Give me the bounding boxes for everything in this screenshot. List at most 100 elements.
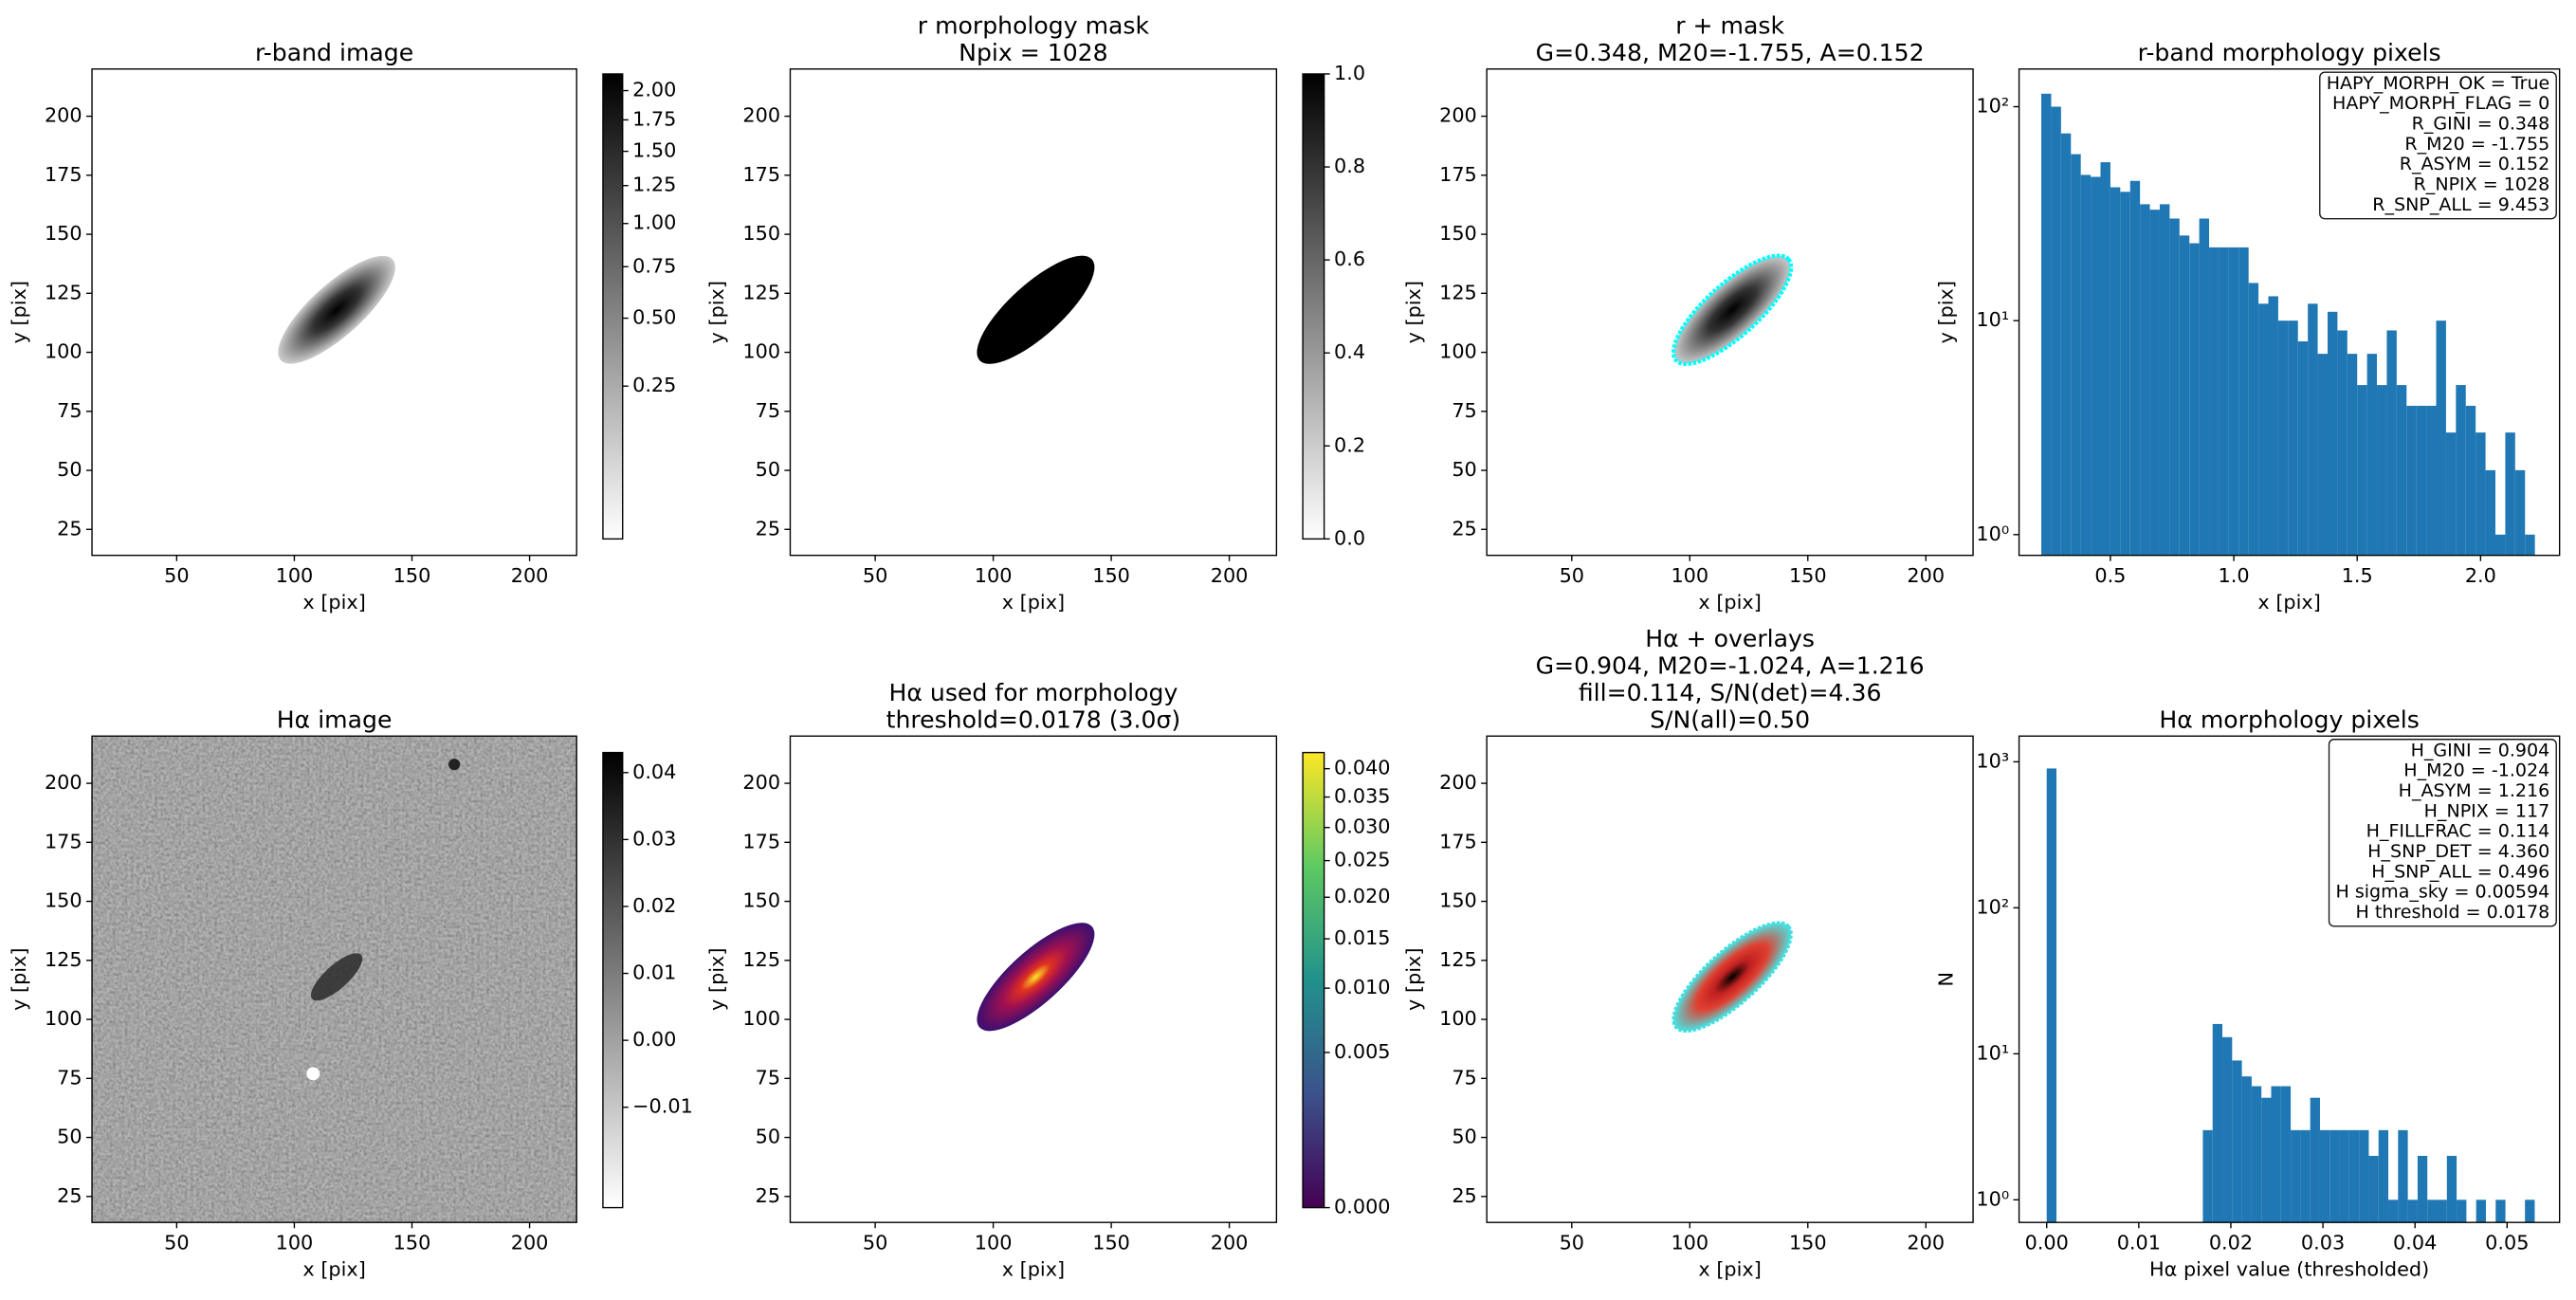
- annotation-line: HAPY_MORPH_OK = True: [2327, 73, 2550, 94]
- x-tick-label: 50: [863, 1232, 887, 1254]
- bar: [2140, 204, 2150, 556]
- y-tick-label: 200: [742, 771, 780, 794]
- x-axis-label: x [pix]: [1002, 1257, 1065, 1280]
- bar: [2436, 320, 2446, 556]
- annotation-line: R_SNP_ALL = 9.453: [2372, 194, 2549, 215]
- bar: [2446, 1155, 2457, 1223]
- x-tick-label: 150: [1789, 1232, 1827, 1254]
- bar: [2271, 1086, 2281, 1223]
- y-tick-label: 10⁰: [1976, 1187, 2009, 1210]
- bar: [2277, 320, 2289, 556]
- y-tick-label: 50: [1452, 1126, 1476, 1148]
- colorbar-tick-label: 0.00: [632, 1028, 676, 1051]
- y-tick-label: 200: [45, 104, 82, 127]
- bar: [2149, 210, 2160, 556]
- y-axis-label: y [pix]: [1402, 948, 1425, 1011]
- bar: [2347, 354, 2358, 556]
- bar: [2427, 1199, 2438, 1223]
- bar: [2407, 1199, 2418, 1223]
- panel-title: r + mask: [1675, 12, 1784, 40]
- artifact: [306, 1067, 320, 1081]
- x-tick-label: 100: [975, 564, 1013, 587]
- annotation-line: H_ASYM = 1.216: [2399, 780, 2550, 801]
- annotation-line: H sigma_sky = 0.00594: [2335, 882, 2549, 903]
- bar: [2417, 1155, 2428, 1223]
- x-tick-label: 100: [276, 564, 314, 587]
- x-tick-label: 0.05: [2485, 1232, 2529, 1254]
- x-tick-label: 100: [276, 1232, 314, 1254]
- panel: Hα image −0.01 0.00 0.01 0.02 0.03 0.04 50 100 15…: [8, 706, 693, 1281]
- y-tick-label: 25: [756, 517, 780, 540]
- y-axis-label: y [pix]: [705, 948, 728, 1011]
- x-tick-label: 0.02: [2209, 1232, 2253, 1254]
- colorbar-tick-label: 0.6: [1334, 247, 1365, 270]
- x-tick-label: 2.0: [2465, 564, 2496, 587]
- bar: [2366, 354, 2378, 556]
- artifact: [448, 759, 461, 771]
- y-axis-label: y [pix]: [8, 281, 30, 343]
- y-tick-label: 150: [742, 222, 780, 245]
- axes-frame: [91, 735, 577, 1223]
- x-tick-label: 200: [511, 564, 549, 587]
- y-tick-label: 100: [742, 1007, 780, 1030]
- y-tick-label: 175: [1439, 830, 1477, 852]
- colorbar-tick-label: 0.0: [1334, 526, 1365, 549]
- annotation-line: R_ASYM = 0.152: [2400, 154, 2550, 174]
- bar: [2319, 1129, 2330, 1223]
- x-tick-label: 0.00: [2025, 1232, 2069, 1254]
- panel-title: fill=0.114, S/N(det)=4.36: [1579, 679, 1882, 706]
- y-tick-label: 50: [57, 1126, 82, 1148]
- annotation-box: [2319, 71, 2557, 220]
- bar: [2495, 1199, 2506, 1223]
- y-tick-label: 125: [45, 281, 82, 303]
- bar: [2329, 1129, 2340, 1223]
- panel-title: S/N(all)=0.50: [1650, 706, 1810, 734]
- bar: [2406, 405, 2417, 556]
- y-tick-label: 100: [742, 340, 780, 363]
- colorbar: [602, 751, 624, 1209]
- y-tick-label: 125: [45, 948, 82, 971]
- y-tick-label: 200: [742, 104, 780, 127]
- y-tick-label: 75: [57, 1066, 82, 1089]
- y-axis-label: y [pix]: [1934, 281, 1957, 343]
- x-tick-label: 200: [1907, 564, 1945, 587]
- bar: [2378, 1129, 2389, 1223]
- x-tick-label: 1.5: [2342, 564, 2373, 587]
- colorbar-tick-label: 0.025: [1334, 849, 1391, 871]
- y-tick-label: 75: [1452, 399, 1476, 422]
- axes-frame: [789, 68, 1278, 557]
- y-tick-label: 25: [756, 1184, 780, 1207]
- y-tick-label: 150: [1439, 222, 1477, 245]
- bar: [2327, 311, 2338, 556]
- y-tick-label: 150: [45, 222, 82, 245]
- x-axis-label: x [pix]: [302, 1257, 365, 1280]
- x-tick-label: 50: [1560, 564, 1584, 587]
- x-tick-label: 1.0: [2219, 564, 2250, 587]
- panel: Hα morphology pixels H_GINI = 0.904H_M20 …: [1934, 706, 2561, 1280]
- y-tick-label: 125: [742, 948, 780, 971]
- bar: [2457, 1199, 2467, 1223]
- y-tick-label: 75: [57, 399, 82, 422]
- colorbar-tick-label: 1.50: [632, 139, 676, 162]
- bar: [2337, 330, 2348, 556]
- bar: [2368, 1155, 2379, 1223]
- x-tick-label: 100: [1671, 1232, 1708, 1254]
- x-tick-label: 200: [1211, 1232, 1249, 1254]
- panel-title: r-band morphology pixels: [2138, 39, 2441, 66]
- x-axis-label: x [pix]: [2257, 591, 2320, 613]
- colorbar-tick-label: 0.04: [632, 760, 676, 783]
- bar: [2258, 303, 2269, 556]
- panel-title: Hα morphology pixels: [2159, 706, 2419, 734]
- plot-area: [92, 736, 577, 1223]
- x-tick-label: 50: [164, 1232, 189, 1254]
- bar: [2159, 204, 2170, 556]
- bar: [2386, 330, 2397, 556]
- annotation-box: [2328, 739, 2557, 927]
- bar: [2129, 180, 2141, 556]
- bar: [2189, 243, 2200, 556]
- bar: [2268, 296, 2278, 556]
- x-tick-label: 150: [1092, 564, 1130, 587]
- y-tick-label: 125: [742, 281, 780, 303]
- y-tick-label: 150: [742, 889, 780, 912]
